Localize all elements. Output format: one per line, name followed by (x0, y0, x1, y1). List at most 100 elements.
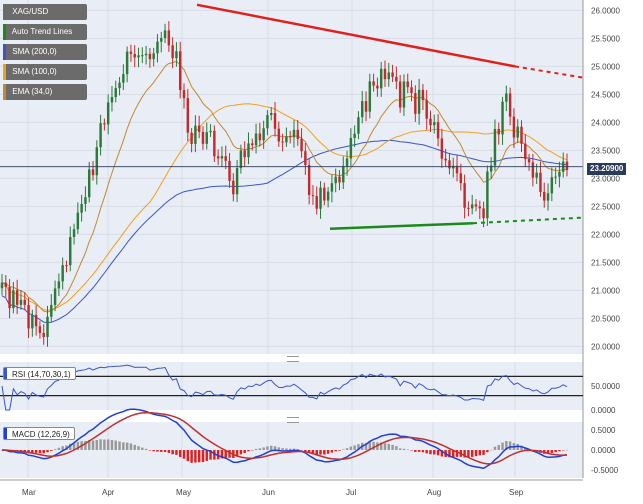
rsi-label[interactable]: RSI (14,70,30,1) (3, 367, 76, 380)
candle-body (8, 286, 11, 309)
candle-body (65, 265, 68, 267)
candle-body (232, 180, 235, 195)
y-tick-label: 26.0000 (591, 6, 620, 15)
candle-body (133, 53, 136, 58)
x-tick-label: Jun (262, 488, 275, 497)
candle-body (72, 229, 76, 237)
macd-histogram-bar (285, 448, 288, 450)
macd-histogram-bar (368, 441, 372, 450)
candle-body (402, 81, 406, 108)
rsi-y-tick: 0.0000 (591, 406, 616, 415)
macd-histogram-bar (417, 450, 421, 452)
macd-histogram-bar (315, 450, 318, 456)
macd-histogram-bar (175, 450, 178, 455)
candle-body (459, 173, 463, 184)
y-tick-label: 22.5000 (591, 202, 620, 211)
macd-histogram-bar (489, 449, 493, 451)
candle-body (209, 130, 212, 133)
macd-histogram-bar (46, 450, 49, 453)
macd-histogram-bar (292, 448, 296, 450)
macd-label[interactable]: MACD (12,26,9) (3, 427, 75, 440)
macd-histogram-bar (364, 442, 368, 450)
macd-histogram-bar (436, 450, 440, 456)
legend-ema34[interactable]: EMA (34,0) (3, 84, 87, 100)
candle-body (175, 51, 178, 59)
trendline-resistance-extension (514, 65, 584, 79)
candle-body (550, 177, 554, 194)
candle-body (95, 147, 99, 176)
legend-sma100-label: SMA (100,0) (12, 67, 57, 76)
candle-body (489, 165, 493, 172)
candle-body (482, 208, 485, 219)
y-tick-label: 20.0000 (591, 342, 620, 351)
candle-body (349, 137, 353, 159)
macd-histogram-bar (452, 450, 455, 458)
candle-body (110, 97, 114, 103)
macd-histogram-bar (103, 439, 106, 450)
legend-swatch (3, 64, 6, 80)
candle-body (463, 183, 466, 208)
macd-histogram-bar (243, 450, 246, 453)
macd-histogram-bar (220, 450, 224, 459)
candle-body (516, 126, 519, 138)
candle-body (27, 304, 30, 329)
macd-histogram-bar (410, 450, 413, 451)
macd-histogram-bar (201, 450, 205, 463)
legend-sma200[interactable]: SMA (200,0) (3, 44, 87, 60)
candle-body (296, 129, 299, 139)
last-price-tag: 23.20900 (587, 163, 627, 175)
candle-body (300, 138, 303, 152)
candle-body (243, 150, 246, 158)
macd-histogram-bar (497, 444, 500, 450)
candle-body (391, 72, 394, 77)
candle-body (288, 136, 292, 138)
macd-histogram-bar (156, 450, 159, 452)
macd-histogram-bar (129, 443, 133, 450)
rsi-pane-splitter[interactable] (287, 356, 299, 362)
candle-body (87, 169, 91, 198)
legend-symbol[interactable]: XAG/USD (3, 4, 87, 20)
macd-y-tick: -0.5000 (591, 466, 619, 475)
legend-swatch (3, 84, 6, 100)
candle-body (224, 156, 227, 161)
macd-histogram-bar (357, 444, 360, 450)
macd-histogram-bar (421, 450, 425, 453)
candle-body (429, 118, 432, 126)
candle-body (379, 68, 383, 89)
macd-histogram-bar (31, 450, 34, 453)
legend-sma100[interactable]: SMA (100,0) (3, 64, 87, 80)
candle-body (338, 176, 341, 183)
candle-body (125, 51, 129, 75)
macd-signal-line (2, 411, 568, 465)
candle-body (182, 90, 186, 99)
macd-histogram-bar (304, 450, 307, 452)
candle-body (486, 171, 489, 219)
macd-histogram-bar (307, 450, 311, 454)
macd-histogram-bar (216, 450, 220, 460)
candle-body (361, 101, 364, 118)
candle-body (433, 122, 436, 126)
candle-body (508, 93, 512, 117)
legend-trendlines[interactable]: Auto Trend Lines (3, 24, 87, 40)
candle-body (31, 314, 34, 329)
ema34-line (1, 60, 568, 313)
candle-body (410, 87, 413, 94)
candle-body (512, 116, 516, 138)
candle-body (186, 98, 190, 133)
candle-body (558, 171, 561, 177)
candle-body (448, 160, 451, 169)
macd-pane-splitter[interactable] (287, 417, 299, 423)
macd-histogram-bar (171, 450, 174, 455)
candle-body (520, 126, 523, 144)
sma100-line (1, 103, 568, 311)
candle-body (539, 172, 542, 192)
candle-body (285, 136, 288, 143)
macd-histogram-bar (402, 448, 406, 450)
macd-histogram-bar (383, 443, 387, 450)
candle-body (148, 53, 152, 60)
macd-histogram-bar (326, 450, 330, 454)
macd-histogram-bar (38, 450, 42, 454)
x-tick-label: Aug (427, 488, 441, 497)
candle-body (190, 132, 193, 144)
